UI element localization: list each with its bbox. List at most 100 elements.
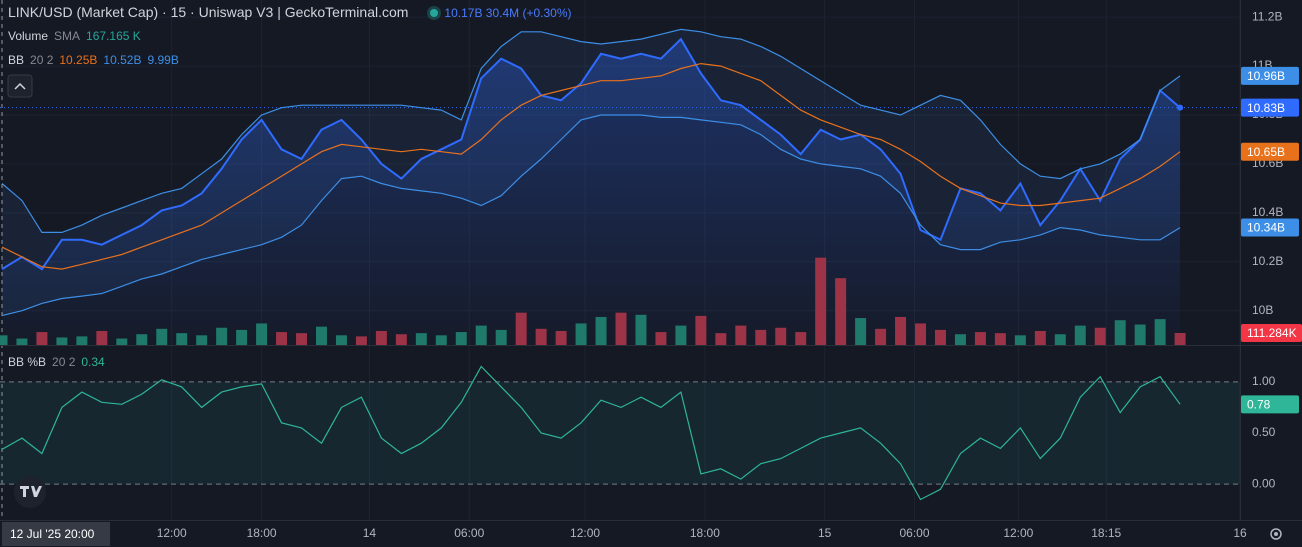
crosshair-label: 12 Jul '25 20:00: [10, 527, 95, 541]
volume-bar: [775, 327, 787, 345]
x-tick-label: 12:00: [570, 526, 600, 540]
volume-bar: [1134, 324, 1146, 345]
x-tick-label: 15: [818, 526, 832, 540]
price-axis-bg: [1240, 0, 1302, 547]
volume-bar: [815, 257, 827, 345]
volume-bar: [915, 323, 927, 345]
plot-layer: [0, 0, 1241, 520]
volume-bar: [715, 333, 727, 345]
volume-bar: [1154, 319, 1166, 345]
volume-bar: [655, 332, 667, 345]
x-tick-label: 06:00: [900, 526, 930, 540]
volume-bar: [296, 333, 308, 345]
volume-bar: [36, 332, 48, 345]
volume-bar: [755, 329, 767, 345]
x-tick-label: 12:00: [157, 526, 187, 540]
volume-bar: [835, 278, 847, 345]
volume-bar: [415, 333, 427, 345]
volume-bar: [16, 338, 28, 345]
volume-bar: [555, 330, 567, 345]
volume-bar: [395, 334, 407, 345]
crosshair-label-box: [2, 522, 110, 546]
bb-upper-value: 10.52B: [103, 53, 142, 67]
y-tick-label: 10B: [1252, 303, 1273, 317]
bb-params: 20 2: [30, 53, 54, 67]
volume-bar: [974, 332, 986, 345]
volume-bar: [675, 325, 687, 345]
last-value-label: 111.284K: [1247, 326, 1297, 340]
volume-bar: [994, 333, 1006, 345]
volume-value: 167.165 K: [86, 29, 141, 43]
volume-bar: [875, 328, 887, 345]
last-value-label: 10.65B: [1247, 145, 1285, 159]
collapse-button[interactable]: [7, 74, 33, 98]
last-value-box: [1241, 324, 1302, 343]
volume-bar: [1174, 333, 1186, 345]
status-dot: [430, 9, 439, 17]
volume-bar: [615, 312, 627, 345]
volume-bar: [116, 338, 128, 345]
tv-logo[interactable]: [14, 476, 46, 508]
volume-bar: [1014, 335, 1026, 345]
volume-bar: [934, 329, 946, 345]
price-area: [2, 39, 1181, 345]
series-line: [1, 28, 1181, 233]
header-title-row: LINK/USD (Market Cap) · 15 · Uniswap V3 …: [8, 4, 578, 20]
volume-bar: [315, 326, 327, 345]
volume-bar: [795, 332, 807, 345]
y-tick-label: 11.2B: [1252, 9, 1282, 23]
volume-bar: [595, 316, 607, 345]
volume-bar: [475, 325, 487, 345]
x-tick-label: 14: [363, 526, 377, 540]
volume-bar: [236, 329, 248, 345]
x-tick-label: 16: [1233, 526, 1247, 540]
last-value-box: [1241, 218, 1299, 237]
volume-bar: [735, 325, 747, 345]
volume-bar: [435, 335, 447, 345]
volume-bar: [216, 327, 228, 345]
bb-name: BB: [8, 53, 25, 67]
volume-bar: [256, 323, 268, 345]
band-fill: [0, 381, 1240, 485]
last-value-box: [1241, 98, 1299, 117]
volume-bar: [156, 328, 168, 345]
last-value-box: [1241, 395, 1299, 414]
volume-bar: [136, 334, 148, 345]
last-point: [1177, 104, 1184, 111]
last-value-box: [1241, 142, 1299, 161]
volume-bar: [495, 329, 507, 345]
volume-bar: [895, 316, 907, 345]
series-line: [1, 62, 1181, 270]
volume-bar: [1054, 334, 1066, 345]
last-value-label: 10.83B: [1247, 101, 1285, 115]
series-line: [1, 365, 1181, 501]
volume-bar: [375, 330, 387, 345]
volume-bar: [855, 318, 867, 345]
x-tick-label: 18:15: [1091, 526, 1121, 540]
settings-icon[interactable]: [1270, 528, 1282, 540]
volume-bar: [954, 334, 966, 345]
volume-bar: [96, 330, 108, 345]
bb-lower-value: 9.99B: [147, 53, 179, 67]
volume-bar: [515, 312, 527, 345]
pctb-legend: BB %B 20 2 0.34: [8, 355, 111, 369]
x-tick-label: 18:00: [690, 526, 720, 540]
y-tick-label: 10.4B: [1252, 205, 1283, 219]
volume-bar: [276, 332, 288, 345]
pctb-value: 0.34: [81, 355, 105, 369]
x-tick-label: 06:00: [454, 526, 484, 540]
series-line: [1, 37, 1181, 271]
volume-bar: [1114, 320, 1126, 345]
volume-bar: [1034, 330, 1046, 345]
x-tick-label: 18:00: [247, 526, 277, 540]
y-tick-label: 10.2B: [1252, 254, 1283, 268]
volume-bar: [1074, 325, 1086, 345]
last-value-label: 0.78: [1247, 398, 1271, 412]
series-line: [1, 114, 1181, 317]
symbol-title: LINK/USD (Market Cap) · 15 · Uniswap V3 …: [8, 4, 409, 20]
volume-bar: [535, 328, 547, 345]
volume-bar: [0, 335, 8, 345]
y-tick-label: 0.00: [1252, 476, 1276, 490]
volume-bar: [355, 336, 367, 345]
volume-bar: [575, 323, 587, 345]
